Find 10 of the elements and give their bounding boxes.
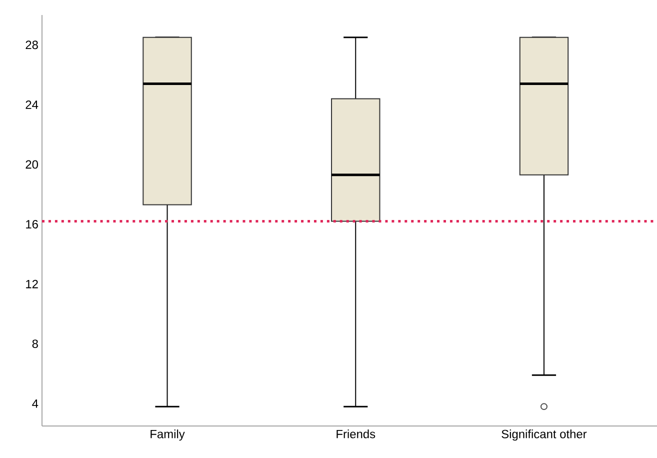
y-tick-label: 24 [26, 100, 38, 109]
y-tick-label: 16 [26, 220, 38, 228]
y-tick-label: 8 [32, 340, 38, 348]
y-tick-label: 20 [26, 160, 38, 169]
x-tick-label: Significant other [502, 430, 587, 441]
x-tick-label: Friends [336, 430, 376, 438]
y-tick-label: 4 [32, 399, 38, 408]
x-tick-label: Family [150, 430, 185, 441]
y-tick-label: 12 [26, 280, 38, 288]
y-tick-label: 28 [26, 40, 38, 50]
